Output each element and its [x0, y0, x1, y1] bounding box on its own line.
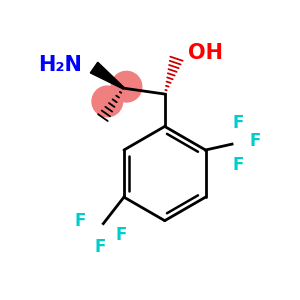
Text: F: F [95, 238, 106, 256]
Text: F: F [74, 212, 85, 230]
Text: F: F [250, 132, 261, 150]
Text: H₂N: H₂N [38, 55, 82, 75]
Text: F: F [115, 226, 127, 244]
Text: OH: OH [188, 43, 223, 63]
Polygon shape [90, 62, 124, 89]
Text: F: F [232, 156, 244, 174]
Circle shape [111, 71, 142, 102]
Text: F: F [232, 115, 244, 133]
Circle shape [92, 86, 123, 117]
